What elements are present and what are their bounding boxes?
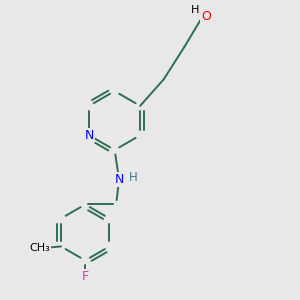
Text: N: N	[85, 129, 94, 142]
Text: F: F	[82, 270, 89, 283]
Text: H: H	[129, 171, 138, 184]
Text: CH₃: CH₃	[29, 243, 50, 253]
Text: N: N	[114, 173, 124, 186]
Text: O: O	[202, 10, 212, 22]
Text: H: H	[190, 5, 199, 15]
